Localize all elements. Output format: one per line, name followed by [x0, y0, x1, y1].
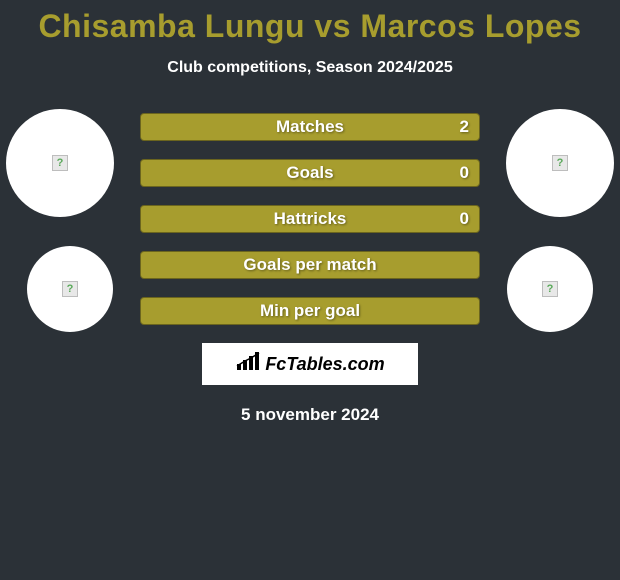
brand-name: FcTables.com [265, 354, 384, 375]
placeholder-image-icon [52, 155, 68, 171]
page-title: Chisamba Lungu vs Marcos Lopes [0, 0, 620, 45]
placeholder-image-icon [542, 281, 558, 297]
stat-row-hattricks: Hattricks 0 [140, 205, 480, 233]
stat-label: Min per goal [260, 301, 360, 321]
placeholder-image-icon [62, 281, 78, 297]
player-left-avatar [6, 109, 114, 217]
bar-chart-icon [235, 352, 261, 377]
brand-box: FcTables.com [202, 343, 418, 385]
stat-row-min-per-goal: Min per goal [140, 297, 480, 325]
placeholder-image-icon [552, 155, 568, 171]
stat-value-right: 0 [460, 163, 469, 183]
stat-label: Matches [276, 117, 344, 137]
stat-row-goals-per-match: Goals per match [140, 251, 480, 279]
club-right-avatar [507, 246, 593, 332]
stat-row-matches: Matches 2 [140, 113, 480, 141]
stat-value-right: 2 [460, 117, 469, 137]
stat-label: Goals [286, 163, 333, 183]
stat-row-goals: Goals 0 [140, 159, 480, 187]
player-right-avatar [506, 109, 614, 217]
stat-value-right: 0 [460, 209, 469, 229]
page-subtitle: Club competitions, Season 2024/2025 [0, 59, 620, 77]
stat-bars: Matches 2 Goals 0 Hattricks 0 Goals per … [140, 109, 480, 325]
club-left-avatar [27, 246, 113, 332]
date-text: 5 november 2024 [0, 405, 620, 425]
comparison-panel: Matches 2 Goals 0 Hattricks 0 Goals per … [0, 109, 620, 425]
stat-label: Hattricks [274, 209, 347, 229]
stat-label: Goals per match [243, 255, 376, 275]
